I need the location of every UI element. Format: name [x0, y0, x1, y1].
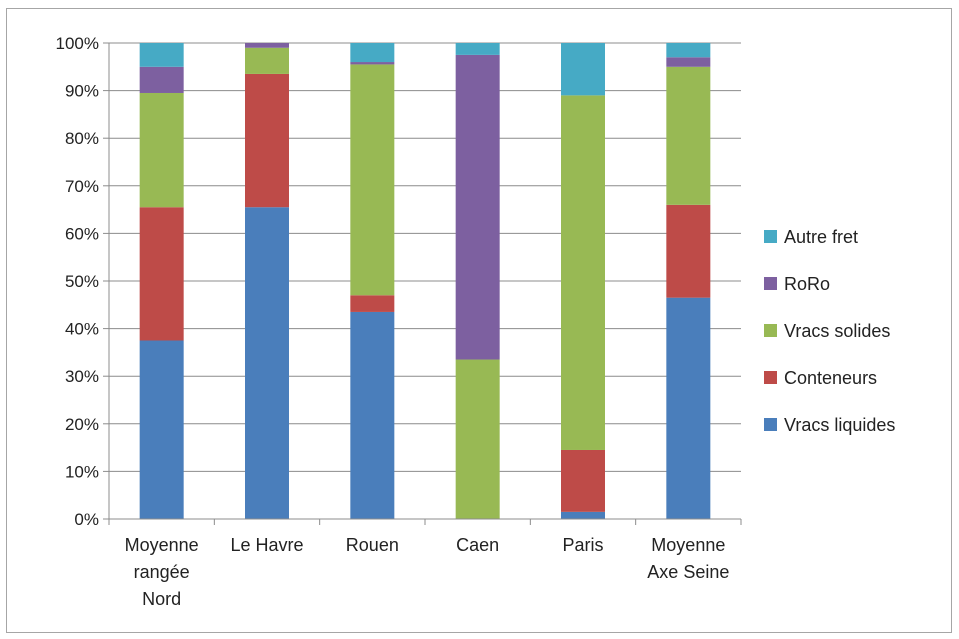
bar-segment-autre-fret — [350, 43, 395, 63]
bar-segment-vracs-liquides — [561, 511, 605, 519]
bar-segment-roro — [666, 57, 711, 67]
bar-segment-autre-fret — [561, 43, 605, 96]
bar-segment-vracs-liquides — [666, 297, 711, 519]
y-tick-label: 70% — [65, 177, 99, 196]
bar-segment-vracs-liquides — [245, 207, 289, 519]
y-tick-label: 40% — [65, 320, 99, 339]
legend-swatch — [764, 418, 777, 431]
chart-frame: 0% 10% 20% 30% 40% 50% 60% 70% 80% 90% 100% Moyenne… — [6, 8, 952, 633]
bar-segment-vracs-liquides — [350, 311, 395, 519]
y-tick-label: 10% — [65, 462, 99, 481]
legend-label: Vracs solides — [784, 321, 890, 341]
y-tick-label: 0% — [74, 510, 99, 529]
bar-segment-roro — [350, 62, 395, 65]
y-tick-label: 80% — [65, 129, 99, 148]
legend-swatch — [764, 324, 777, 337]
bar-segment-vracs-solides — [666, 66, 711, 205]
bar-segment-autre-fret — [666, 43, 711, 58]
y-tick-label: 30% — [65, 367, 99, 386]
y-tick-label: 20% — [65, 415, 99, 434]
x-category-label: Moyenne rangée Nord — [125, 535, 199, 609]
legend-swatch — [764, 230, 777, 243]
y-tick-label: 60% — [65, 224, 99, 243]
bar-segment-vracs-liquides — [139, 340, 184, 519]
y-tick-label: 100% — [56, 34, 99, 53]
legend-swatch — [764, 371, 777, 384]
bar-segment-vracs-solides — [139, 92, 184, 208]
bar-segment-vracs-solides — [455, 359, 500, 519]
legend-label: Conteneurs — [784, 368, 877, 388]
bar-segment-conteneurs — [139, 207, 184, 341]
bar-segment-roro — [455, 54, 500, 360]
y-tick-label: 50% — [65, 272, 99, 291]
stacked-bar-chart: 0% 10% 20% 30% 40% 50% 60% 70% 80% 90% 100% Moyenne… — [56, 34, 896, 609]
legend-label: RoRo — [784, 274, 830, 294]
bars — [139, 43, 711, 519]
bar-segment-vracs-solides — [245, 47, 289, 74]
y-tick-label: 90% — [65, 82, 99, 101]
bar-segment-roro — [139, 66, 184, 93]
bar-segment-conteneurs — [561, 449, 605, 512]
legend-swatch — [764, 277, 777, 290]
x-category-label: Le Havre — [230, 535, 303, 555]
bar-segment-vracs-solides — [350, 64, 395, 296]
x-category-label: Paris — [562, 535, 603, 555]
bar-segment-roro — [245, 43, 289, 48]
bar-segment-conteneurs — [666, 204, 711, 298]
bar-segment-vracs-solides — [561, 95, 605, 450]
legend: Autre fret RoRo Vracs solides Conteneurs Vra… — [764, 227, 895, 435]
x-category-label: Rouen — [346, 535, 399, 555]
axes: 0% 10% 20% 30% 40% 50% 60% 70% 80% 90% 100% Moyenne… — [56, 34, 742, 609]
bar-segment-autre-fret — [139, 43, 184, 67]
x-category-label: Moyenne Axe Seine — [647, 535, 729, 582]
x-category-label: Caen — [456, 535, 499, 555]
bar-segment-autre-fret — [455, 43, 500, 55]
legend-label: Vracs liquides — [784, 415, 895, 435]
bar-segment-conteneurs — [245, 73, 289, 208]
legend-label: Autre fret — [784, 227, 858, 247]
gridlines — [109, 42, 741, 472]
bar-segment-conteneurs — [350, 295, 395, 312]
